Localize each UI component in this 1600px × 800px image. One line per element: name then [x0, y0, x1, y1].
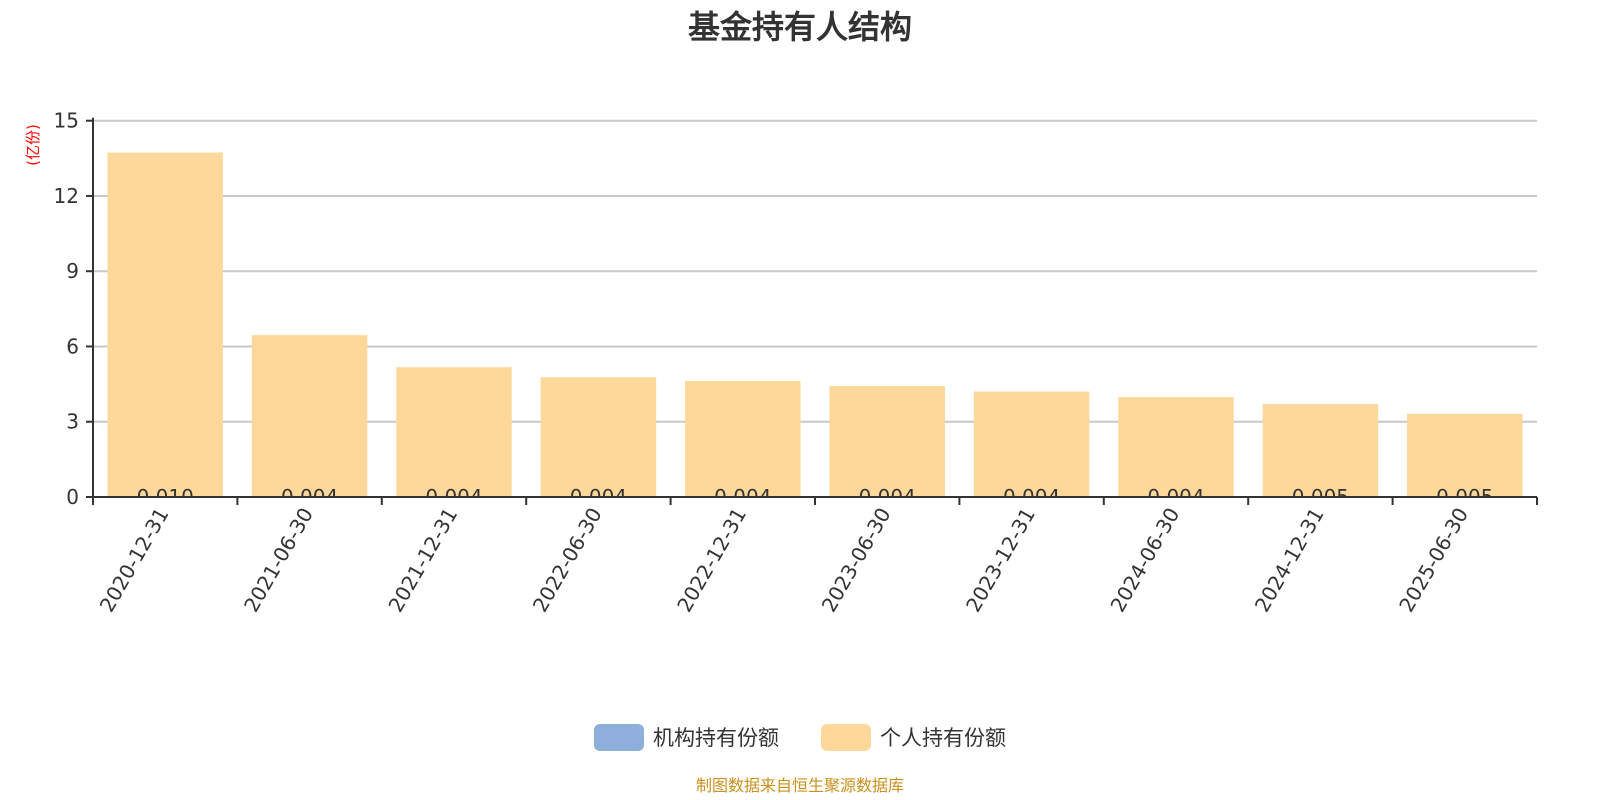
- y-tick-label: 15: [54, 109, 79, 133]
- chart-title: 基金持有人结构: [688, 8, 912, 46]
- x-tick-label: 2022-06-30: [528, 504, 607, 617]
- x-tick-label: 2025-06-30: [1394, 504, 1473, 617]
- x-tick-label: 2024-06-30: [1105, 504, 1184, 617]
- bar-individual: [685, 380, 801, 497]
- bar-individual: [1262, 404, 1379, 497]
- x-tick-label: 2020-12-31: [95, 504, 174, 617]
- y-axis-unit: (亿份): [24, 124, 42, 166]
- bar-individual: [251, 335, 368, 497]
- x-tick-label: 2021-12-31: [383, 504, 462, 617]
- y-tick-label: 0: [66, 485, 79, 509]
- footer-source: 制图数据来自恒生聚源数据库: [696, 776, 904, 795]
- bar-individual: [540, 377, 657, 497]
- legend-swatch: [594, 724, 644, 751]
- bar-individual: [1407, 413, 1523, 497]
- x-tick-label: 2021-06-30: [239, 504, 318, 617]
- x-tick-label: 2023-06-30: [817, 504, 896, 617]
- legend-swatch: [821, 724, 871, 751]
- y-tick-label: 9: [66, 259, 79, 283]
- legend-label: 个人持有份额: [880, 726, 1006, 750]
- bar-individual: [1118, 397, 1234, 497]
- x-tick-label: 2022-12-31: [672, 504, 751, 617]
- bar-individual: [829, 386, 945, 497]
- x-tick-label: 2023-12-31: [961, 504, 1040, 617]
- y-tick-label: 12: [54, 184, 79, 208]
- bar-individual: [107, 152, 223, 497]
- x-tick-label: 2024-12-31: [1250, 504, 1329, 617]
- bar-individual: [396, 367, 512, 497]
- bar-individual: [973, 391, 1090, 497]
- legend-label: 机构持有份额: [653, 726, 779, 750]
- y-tick-label: 3: [66, 410, 79, 434]
- y-tick-label: 6: [66, 334, 79, 358]
